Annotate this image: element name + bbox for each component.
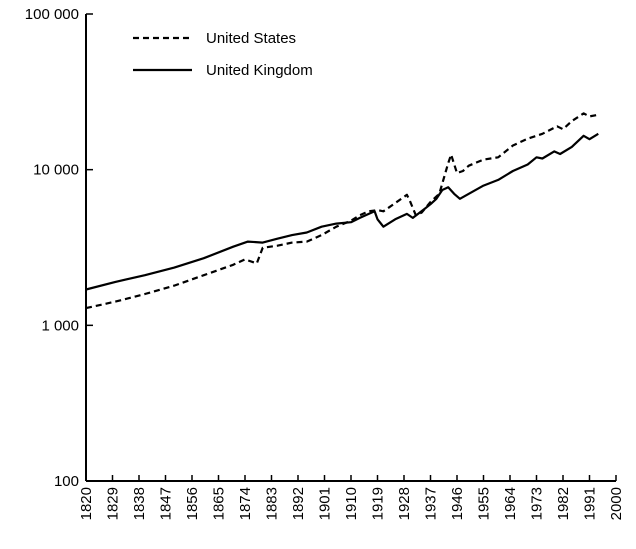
x-tick-label: 1883	[264, 487, 281, 520]
x-tick-label: 1847	[158, 487, 175, 520]
x-tick-label: 1973	[529, 487, 546, 520]
x-tick-label: 1901	[317, 487, 334, 520]
axes: 100 1 000 10 000 100 000 1820 1829 1838 1847 185…	[25, 6, 625, 520]
y-tick-label: 1 000	[41, 317, 79, 334]
x-tick-label: 1928	[396, 487, 413, 520]
x-tick-label: 1838	[131, 487, 148, 520]
legend: United States United Kingdom	[133, 30, 313, 79]
x-tick-label: 1892	[290, 487, 307, 520]
x-tick-label: 1874	[237, 487, 254, 520]
y-tick-label: 100 000	[25, 6, 79, 23]
y-tick-label: 10 000	[33, 162, 79, 179]
x-tick-label: 1955	[476, 487, 493, 520]
x-tick-label: 1964	[502, 487, 519, 520]
series-line-united-kingdom	[85, 132, 599, 291]
series-line-united-states	[85, 112, 599, 310]
series-layer	[85, 112, 599, 310]
legend-label: United States	[206, 30, 296, 47]
x-tick-label: 1865	[211, 487, 228, 520]
x-tick-label: 1982	[555, 487, 572, 520]
x-tick-label: 2000	[608, 487, 625, 520]
x-tick-label: 1919	[370, 487, 387, 520]
y-tick-label: 100	[54, 473, 79, 490]
x-tick-label: 1856	[184, 487, 201, 520]
x-tick-label: 1820	[78, 487, 95, 520]
legend-label: United Kingdom	[206, 62, 313, 79]
x-tick-label: 1946	[449, 487, 466, 520]
x-tick-label: 1910	[343, 487, 360, 520]
x-tick-label: 1937	[423, 487, 440, 520]
x-tick-label: 1991	[582, 487, 599, 520]
x-tick-label: 1829	[105, 487, 122, 520]
